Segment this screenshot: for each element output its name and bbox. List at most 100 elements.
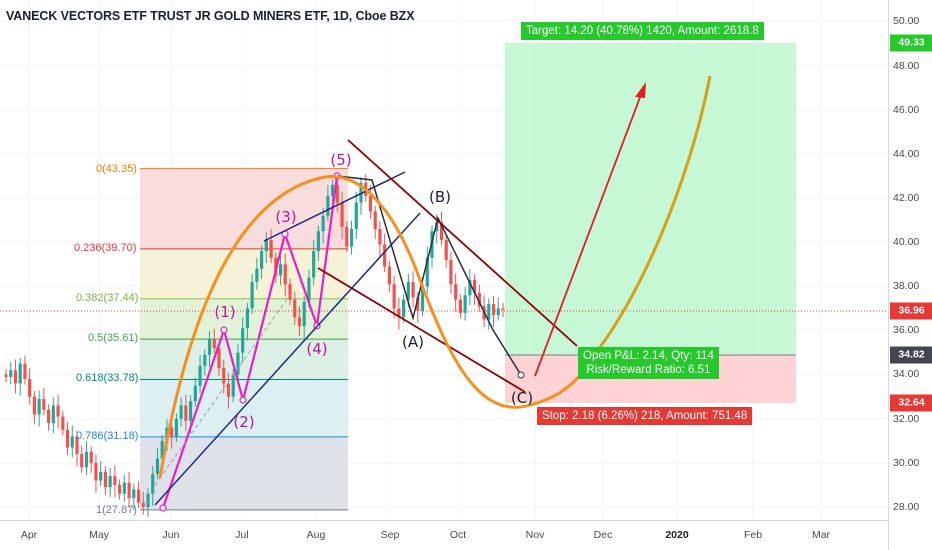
trend-line-upper [263, 171, 406, 242]
candle-body [113, 476, 117, 485]
candle-body [335, 184, 339, 203]
candle-body [236, 352, 240, 375]
candle-body [217, 348, 221, 369]
time-tick: Dec [593, 529, 613, 541]
wave-label-a: (A) [402, 333, 424, 351]
entry-price-badge: 34.82 [890, 346, 932, 364]
fib-zone [140, 168, 348, 249]
wave-pivot [239, 396, 247, 404]
candle-body [487, 304, 491, 320]
candle-body [203, 354, 207, 366]
price-tick: 38.00 [893, 280, 920, 292]
fib-label-05: 0.5(35.61) [88, 332, 139, 344]
wave-label-5: (5) [330, 151, 352, 169]
candle-body [321, 215, 325, 232]
price-tick: 32.00 [893, 413, 920, 425]
fib-label-0: 0(43.35) [96, 163, 137, 175]
trend-line-lower [154, 212, 421, 506]
candle-body [468, 279, 472, 296]
candle-body [326, 195, 330, 216]
candle-body [354, 202, 358, 230]
chart-title: VANECK VECTORS ETF TRUST JR GOLD MINERS … [6, 9, 415, 23]
corrective-wave [336, 175, 522, 376]
candle-body [260, 251, 264, 269]
candle-body [23, 363, 27, 380]
price-scale[interactable]: 50.00 48.00 46.00 44.00 42.00 40.00 38.0… [888, 0, 932, 550]
time-tick: 2020 [665, 529, 689, 541]
candle-body [368, 195, 373, 212]
candle-body [146, 493, 150, 507]
candle-body [226, 383, 231, 397]
wave-label-1: (1) [214, 303, 236, 321]
candle-body [458, 299, 462, 313]
candle-body [387, 266, 391, 285]
time-tick: Jun [162, 529, 180, 541]
price-tick: 36.00 [893, 324, 920, 336]
candle-body [56, 405, 60, 417]
candle-body [340, 202, 344, 227]
candle-body [425, 257, 429, 287]
candle-body [297, 317, 302, 327]
candle-body [278, 264, 283, 276]
candle-body [198, 365, 202, 386]
channel-upper [347, 139, 578, 347]
wave-pivot [159, 504, 167, 512]
wave-label-3: (3) [275, 208, 297, 226]
candle-body [122, 482, 126, 494]
pnl-text: Open P&L: 2.14, Qty: 114 [583, 350, 714, 362]
candle-body [94, 462, 98, 481]
entry-point [517, 371, 525, 379]
candle-body [245, 308, 249, 329]
candle-body [491, 304, 496, 316]
candle-body [42, 398, 46, 410]
candle-body [302, 301, 306, 327]
time-tick: May [89, 529, 109, 541]
candle-body [28, 379, 32, 397]
impulse-wave [161, 175, 339, 509]
price-tick: 46.00 [893, 104, 920, 116]
price-tick: 50.00 [893, 15, 920, 27]
candle-body [80, 454, 84, 468]
candle-body [51, 405, 55, 424]
fib-label-1: 1(27.87) [96, 504, 137, 516]
time-tick: Oct [449, 529, 467, 541]
candle-body [75, 436, 79, 455]
risk-reward-text: Risk/Reward Ratio: 6.51 [586, 364, 711, 376]
candle-body [496, 308, 500, 316]
forecast-arrow [534, 91, 643, 377]
candle-body [378, 229, 382, 245]
candle-body [473, 279, 477, 294]
candle-body [255, 268, 259, 282]
candle-body [312, 251, 316, 278]
time-scale[interactable]: Apr May Jun Jul Aug Sep Oct Nov Dec 2020… [0, 520, 888, 550]
candle-body [18, 363, 22, 384]
time-tick: Jul [235, 529, 249, 541]
candle-body [406, 281, 410, 300]
stop-label: Stop: 2.18 (6.26%) 218, Amount: 751.48 [537, 407, 753, 425]
candle-body [179, 405, 183, 419]
candle-body [141, 502, 145, 507]
price-tick: 40.00 [893, 236, 920, 248]
candle-body [136, 489, 141, 503]
candle-body [155, 458, 160, 474]
time-tick: Sep [380, 529, 400, 541]
candle-body [37, 398, 41, 415]
candle-body [160, 440, 164, 459]
fib-label-0786: 0.786(31.18) [76, 430, 139, 442]
candle-body [65, 429, 70, 448]
fib-label-0382: 0.382(37.44) [76, 292, 139, 304]
time-tick: Apr [20, 529, 38, 541]
candle-body [103, 471, 107, 488]
target-label: Target: 14.20 (40.78%) 1420, Amount: 261… [521, 22, 764, 40]
open-pnl-label: Open P&L: 2.14, Qty: 114 Risk/Reward Rat… [578, 347, 719, 379]
candle-body [193, 385, 197, 402]
candle-body [212, 339, 216, 349]
cup-arc [158, 175, 592, 479]
price-tick: 28.00 [893, 501, 920, 513]
candle-body [9, 370, 13, 377]
wave-label-c: (C) [510, 389, 534, 407]
time-tick: Aug [306, 529, 326, 541]
chart-canvas[interactable] [0, 0, 888, 520]
candle-body [463, 295, 467, 313]
